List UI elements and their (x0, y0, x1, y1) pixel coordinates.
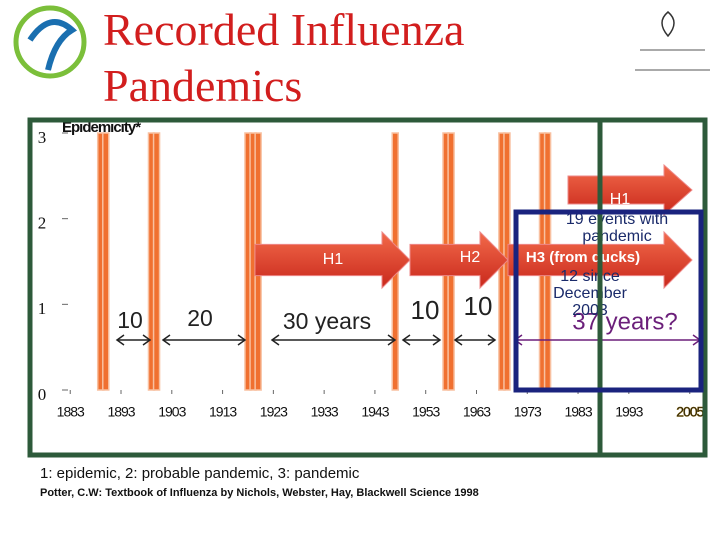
slide-title: Recorded Influenza Pandemics (103, 4, 465, 111)
y-tick-label: 3 (38, 128, 47, 147)
source: Potter, C.W: Textbook of Influenza by Ni… (40, 487, 479, 499)
emblem (635, 11, 710, 71)
bar (102, 132, 110, 391)
span-head (401, 334, 442, 346)
legend-note: 1: epidemic, 2: probable pandemic, 3: pa… (40, 465, 360, 482)
span-head (453, 334, 497, 346)
span-head (161, 334, 247, 346)
note: 19 events with pandemic (566, 211, 668, 245)
span-label: 20 (187, 305, 213, 331)
bar (152, 132, 161, 391)
x-tick-label: 1953 (412, 404, 440, 420)
span-label: 10 (411, 295, 440, 325)
y-tick-label: 2 (38, 214, 47, 233)
frame-highlight (597, 117, 708, 458)
block-arrow (254, 230, 411, 290)
logo (13, 5, 87, 79)
span-label: 10 (464, 291, 493, 321)
recent-box (513, 209, 704, 393)
x-tick-label: 1973 (514, 404, 542, 420)
x-tick-label: 1903 (158, 404, 186, 420)
span-label: 10 (117, 307, 143, 333)
arrow-label: H3 (from ducks) (526, 249, 640, 266)
span-label: 37 years? (572, 308, 677, 335)
arrow-label: H1 (323, 251, 344, 268)
x-tick-label: 1893 (107, 404, 135, 420)
arrow-label: H2 (460, 249, 481, 266)
x-tick-label: 1983 (564, 404, 592, 420)
x-tick-label: 2005 (676, 404, 704, 420)
x-tick-label: 1943 (361, 404, 389, 420)
span-head (270, 334, 397, 346)
y-tick-label: 1 (38, 299, 47, 318)
y-axis-label: Epidemicity* (62, 119, 141, 136)
y-tick-label: 0 (38, 385, 47, 404)
x-tick-label: 1963 (463, 404, 491, 420)
arrow-label: H1 (610, 191, 631, 208)
x-tick-label: 1913 (209, 404, 237, 420)
x-tick-label: 1993 (615, 404, 643, 420)
x-tick-label: 1883 (57, 404, 85, 420)
x-tick-label: 1923 (260, 404, 288, 420)
span-label: 30 years (283, 308, 371, 334)
span-head (115, 334, 152, 346)
block-arrow (409, 230, 509, 290)
x-tick-label: 1933 (311, 404, 339, 420)
